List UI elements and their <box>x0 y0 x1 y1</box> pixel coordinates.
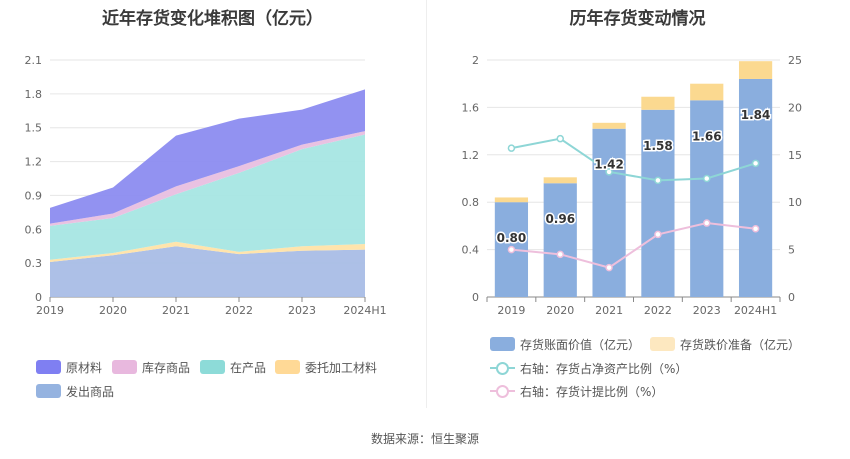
y-tick-label: 1.2 <box>462 149 480 162</box>
x-tick-label: 2021 <box>162 304 190 317</box>
legend-label: 原材料 <box>66 360 103 375</box>
point-net-asset-ratio <box>556 134 564 143</box>
x-tick-label: 2023 <box>693 304 721 317</box>
legend-swatch <box>275 360 300 374</box>
y-tick-label: 0.8 <box>462 196 480 209</box>
legend-item-provision-ratio[interactable]: 右轴：存货计提比例（%） <box>490 383 663 399</box>
y-tick-label: 0.6 <box>25 223 43 236</box>
legend-swatch <box>36 384 61 398</box>
x-tick-label: 2021 <box>595 304 623 317</box>
point-net-asset-ratio <box>703 174 711 183</box>
bar-book-value <box>592 128 626 297</box>
point-provision-ratio <box>703 219 711 227</box>
legend-label: 在产品 <box>230 360 267 375</box>
y-tick-label: 1.5 <box>25 122 43 135</box>
bar-data-label: 0.96 <box>545 212 575 226</box>
legend-item-net-asset-ratio[interactable]: 右轴：存货占净资产比例（%） <box>490 360 687 376</box>
y-tick-label: 1.6 <box>462 101 480 114</box>
legend-label: 存货账面价值（亿元） <box>520 337 641 352</box>
bar-data-label: 1.84 <box>741 108 771 122</box>
bar-impairment <box>641 96 675 110</box>
legend-label: 库存商品 <box>142 360 191 375</box>
legend-item-consigned-materials[interactable]: 委托加工材料 <box>275 359 377 375</box>
bar-book-value <box>641 109 675 298</box>
legend-swatch <box>200 360 225 374</box>
y-tick-label: 0 <box>35 291 42 304</box>
bar-book-value <box>690 100 724 297</box>
point-provision-ratio <box>605 263 613 272</box>
area-series-在产品 <box>50 134 365 260</box>
panel-divider <box>426 0 427 408</box>
x-tick-label: 2024H1 <box>734 304 777 317</box>
y2-tick-label: 25 <box>788 54 802 67</box>
line-net-asset-ratio <box>511 137 756 182</box>
legend-swatch <box>650 337 675 351</box>
point-provision-ratio <box>751 224 760 233</box>
bar-data-label: 1.42 <box>594 158 624 172</box>
legend-item-book-value[interactable]: 存货账面价值（亿元） <box>490 336 640 352</box>
data-source-note: 数据来源：恒生聚源 <box>370 432 479 446</box>
y2-tick-label: 10 <box>788 196 802 209</box>
x-tick-label: 2022 <box>644 304 672 317</box>
bar-data-label: 0.80 <box>497 231 527 245</box>
right-chart-title: 历年存货变动情况 <box>569 9 706 29</box>
point-provision-ratio <box>556 250 564 259</box>
x-tick-label: 2019 <box>497 304 525 317</box>
bar-book-value <box>738 78 773 298</box>
left-chart-title: 近年存货变化堆积图（亿元） <box>102 9 323 29</box>
bar-impairment <box>592 122 626 129</box>
x-tick-label: 2024H1 <box>343 304 386 317</box>
y-tick-label: 1.2 <box>25 156 43 169</box>
bar-impairment <box>738 61 773 79</box>
area-series-原材料 <box>50 89 365 224</box>
y-tick-label: 2 <box>472 54 479 67</box>
bar-impairment <box>494 197 529 203</box>
legend-item-impairment[interactable]: 存货跌价准备（亿元） <box>650 336 800 352</box>
y2-tick-label: 20 <box>788 101 802 114</box>
point-provision-ratio <box>654 230 662 239</box>
x-tick-label: 2023 <box>288 304 316 317</box>
y2-tick-label: 5 <box>788 244 795 257</box>
y-tick-label: 0.4 <box>462 244 480 257</box>
y-tick-label: 0.3 <box>25 257 43 270</box>
legend-swatch <box>490 337 515 351</box>
area-series-发出商品 <box>50 246 365 297</box>
legend-item-goods-shipped[interactable]: 发出商品 <box>36 383 114 399</box>
legend-label: 右轴：存货占净资产比例（%） <box>520 361 688 376</box>
legend-item-finished-goods[interactable]: 库存商品 <box>112 359 190 375</box>
bar-book-value <box>543 183 577 297</box>
y2-tick-label: 15 <box>788 149 802 162</box>
y2-tick-label: 0 <box>788 291 795 304</box>
y-tick-label: 1.8 <box>25 88 43 101</box>
legend-label: 右轴：存货计提比例（%） <box>520 384 664 399</box>
x-tick-label: 2022 <box>225 304 253 317</box>
legend-line-marker <box>490 384 515 398</box>
point-net-asset-ratio <box>507 144 516 152</box>
point-net-asset-ratio <box>605 168 613 176</box>
y-tick-label: 0.9 <box>25 189 43 202</box>
area-series-库存商品 <box>50 131 365 226</box>
point-provision-ratio <box>507 245 516 254</box>
legend-swatch <box>112 360 137 374</box>
point-net-asset-ratio <box>751 159 760 168</box>
legend-label: 发出商品 <box>66 384 115 399</box>
y-tick-label: 0 <box>472 291 479 304</box>
bar-data-label: 1.66 <box>692 129 722 143</box>
legend-item-raw-materials[interactable]: 原材料 <box>36 359 102 375</box>
bar-data-label: 1.58 <box>643 139 673 153</box>
x-tick-label: 2020 <box>546 304 574 317</box>
x-tick-label: 2020 <box>99 304 127 317</box>
legend-item-work-in-progress[interactable]: 在产品 <box>200 359 266 375</box>
legend-label: 委托加工材料 <box>305 360 378 375</box>
legend-swatch <box>36 360 61 374</box>
line-provision-ratio <box>511 222 756 269</box>
legend-label: 存货跌价准备（亿元） <box>680 337 801 352</box>
x-tick-label: 2019 <box>36 304 64 317</box>
bar-impairment <box>690 83 724 101</box>
bar-impairment <box>543 177 577 184</box>
legend-line-marker <box>490 361 515 375</box>
y-tick-label: 2.1 <box>25 54 43 67</box>
point-net-asset-ratio <box>654 176 662 185</box>
